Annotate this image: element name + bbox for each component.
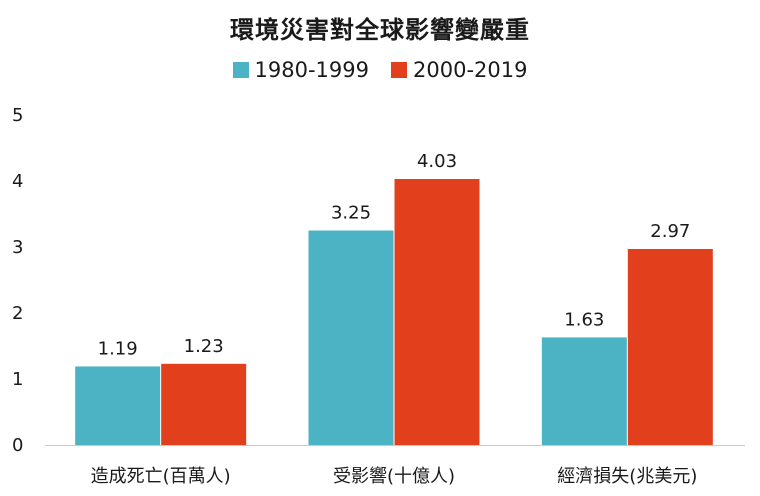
legend-item-series-2: 2000-2019 <box>391 58 527 82</box>
legend-swatch-series-2 <box>391 62 407 78</box>
y-tick-label: 1 <box>12 369 23 390</box>
data-label: 3.25 <box>331 203 371 224</box>
legend-label-series-1: 1980-1999 <box>254 58 369 82</box>
x-category-label: 經濟損失(兆美元) <box>557 466 697 487</box>
chart-title: 環境災害對全球影響變嚴重 <box>230 16 530 44</box>
legend: 1980-1999 2000-2019 <box>0 58 760 82</box>
x-category-label: 造成死亡(百萬人) <box>91 466 231 487</box>
bar-series-1-cat-3 <box>541 337 627 445</box>
y-tick-label: 2 <box>12 303 23 324</box>
data-label: 1.23 <box>184 336 224 357</box>
y-tick-label: 0 <box>12 435 23 456</box>
data-label: 4.03 <box>417 151 457 172</box>
legend-item-series-1: 1980-1999 <box>232 58 369 82</box>
legend-swatch-series-1 <box>232 62 249 78</box>
bar-series-1-cat-1 <box>75 366 161 445</box>
y-tick-label: 5 <box>12 105 23 126</box>
y-tick-label: 4 <box>12 171 23 192</box>
legend-label-series-2: 2000-2019 <box>413 58 528 82</box>
data-label: 2.97 <box>650 221 690 242</box>
data-label: 1.19 <box>98 338 138 359</box>
bar-series-2-cat-3 <box>627 248 713 445</box>
bar-series-2-cat-2 <box>394 179 480 445</box>
data-label: 1.63 <box>564 309 604 330</box>
bar-series-2-cat-1 <box>161 363 247 445</box>
y-tick-label: 3 <box>12 237 23 258</box>
x-category-label: 受影響(十億人) <box>333 466 455 487</box>
bar-series-1-cat-2 <box>308 230 394 445</box>
